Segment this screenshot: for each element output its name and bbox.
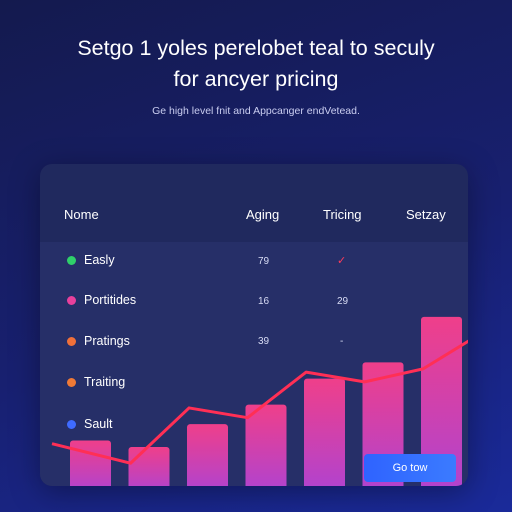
hero-title-line-2: for ancyer pricing <box>173 67 339 91</box>
row-label-text: Easly <box>84 253 115 267</box>
chart-bar <box>421 316 462 486</box>
status-dot <box>67 419 76 429</box>
trend-line <box>51 339 468 465</box>
chart-bar <box>70 440 111 486</box>
pricing-value: - <box>340 336 344 347</box>
column-header-setup[interactable]: Setzay <box>406 207 446 222</box>
hero-subtitle: Ge high level fnit and Appcanger endVete… <box>152 105 360 117</box>
row-label-traiting[interactable]: Traiting <box>67 375 125 389</box>
row-label-text: Pratings <box>84 334 130 348</box>
row-label-pratings[interactable]: Pratings <box>67 334 130 348</box>
aging-value: 39 <box>258 336 270 347</box>
hero-title-line-1: Setgo 1 yoles perelobet teal to seculy <box>77 36 435 60</box>
aging-value: 16 <box>258 296 270 307</box>
column-header-name[interactable]: Nome <box>64 207 99 222</box>
pricing-value: 29 <box>337 296 349 307</box>
row-label-text: Sault <box>84 417 113 431</box>
row-label-easly[interactable]: Easly <box>67 253 115 267</box>
chart-bar <box>304 378 345 486</box>
column-header-pricing[interactable]: Tricing <box>323 207 362 222</box>
status-dot <box>67 295 76 305</box>
hero-title: Setgo 1 yoles perelobet teal to seculy f… <box>0 33 512 95</box>
chart-bar <box>187 424 228 486</box>
chart-bar <box>245 404 287 486</box>
pricing-check-icon: ✓ <box>337 255 347 267</box>
aging-value: 79 <box>258 256 270 267</box>
go-button[interactable]: Go tow <box>364 454 456 482</box>
status-dot <box>67 255 76 265</box>
row-label-portitides[interactable]: Portitides <box>67 293 136 307</box>
pricing-panel: Nome Aging Tricing Setzay Easly Portitid… <box>40 164 468 486</box>
status-dot <box>67 377 76 387</box>
chart-bar <box>128 446 170 486</box>
row-label-sault[interactable]: Sault <box>67 417 113 431</box>
row-label-text: Portitides <box>84 293 137 307</box>
status-dot <box>67 336 76 346</box>
row-label-text: Traiting <box>84 375 126 389</box>
column-header-aging[interactable]: Aging <box>246 207 280 222</box>
